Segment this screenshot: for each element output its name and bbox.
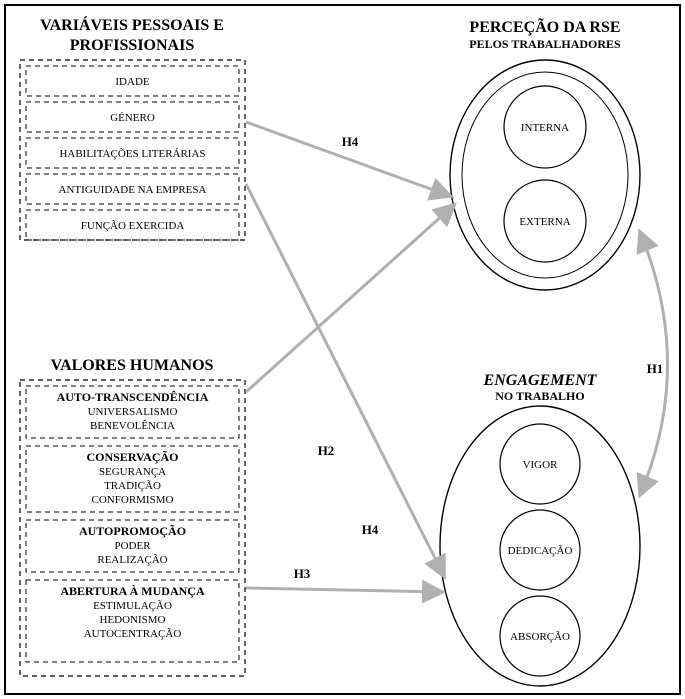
hyp-label-H4b: H4 bbox=[362, 522, 379, 537]
valores-item-sub: REALIZAÇÃO bbox=[97, 554, 167, 566]
valores-item-sub: UNIVERSALISMO bbox=[88, 406, 178, 418]
valores-item-title: AUTOPROMOÇÃO bbox=[79, 524, 186, 538]
valores-item-sub: AUTOCENTRAÇÃO bbox=[84, 628, 182, 640]
rse-circle-label: INTERNA bbox=[521, 122, 569, 134]
vars-item-label: ANTIGUIDADE NA EMPRESA bbox=[59, 184, 207, 196]
rse-circle-label: EXTERNA bbox=[519, 216, 570, 228]
valores-item-sub: TRADIÇÃO bbox=[104, 480, 161, 492]
valores-item-sub: PODER bbox=[114, 540, 151, 552]
hyp-label-H4a: H4 bbox=[342, 134, 359, 149]
arrow-H2 bbox=[246, 205, 454, 392]
valores-item-title: ABERTURA À MUDANÇA bbox=[60, 584, 205, 598]
valores-item-sub: SEGURANÇA bbox=[99, 466, 166, 478]
heading-rse-line2: PELOS TRABALHADORES bbox=[469, 37, 621, 51]
heading-valores: VALORES HUMANOS bbox=[51, 357, 214, 374]
arrow-H4-bottom bbox=[246, 184, 444, 576]
hyp-label-H3: H3 bbox=[294, 566, 311, 581]
hyp-label-H1: H1 bbox=[647, 361, 664, 376]
vars-item-label: HABILITAÇÕES LITERÁRIAS bbox=[59, 148, 205, 160]
diagram-canvas: VARIÁVEIS PESSOAIS E PROFISSIONAIS VALORES… bbox=[0, 0, 685, 699]
eng-circle-label: DEDICAÇÃO bbox=[508, 545, 573, 557]
heading-eng-line2: NO TRABALHO bbox=[495, 389, 584, 403]
arrow-H3 bbox=[246, 588, 442, 592]
valores-item-sub: BENEVOLÊNCIA bbox=[90, 420, 175, 432]
valores-item-sub: ESTIMULAÇÃO bbox=[93, 600, 172, 612]
valores-item-title: AUTO-TRANSCENDÊNCIA bbox=[57, 390, 209, 404]
valores-item-title: CONSERVAÇÃO bbox=[86, 450, 178, 464]
heading-rse-line1: PERCEÇÃO DA RSE bbox=[469, 17, 620, 36]
heading-vars-line2: PROFISSIONAIS bbox=[70, 37, 195, 54]
eng-circle-label: VIGOR bbox=[523, 459, 558, 471]
hyp-label-H2: H2 bbox=[318, 443, 335, 458]
heading-eng-line1: ENGAGEMENT bbox=[483, 372, 598, 389]
heading-vars-line1: VARIÁVEIS PESSOAIS E bbox=[40, 15, 224, 34]
vars-item-label: FUNÇÃO EXERCIDA bbox=[81, 220, 185, 232]
eng-circle-label: ABSORÇÃO bbox=[510, 631, 570, 643]
vars-item-label: GÉNERO bbox=[110, 112, 155, 124]
valores-item-sub: HEDONISMO bbox=[100, 614, 166, 626]
valores-item-sub: CONFORMISMO bbox=[92, 494, 174, 506]
vars-item-label: IDADE bbox=[115, 76, 149, 88]
